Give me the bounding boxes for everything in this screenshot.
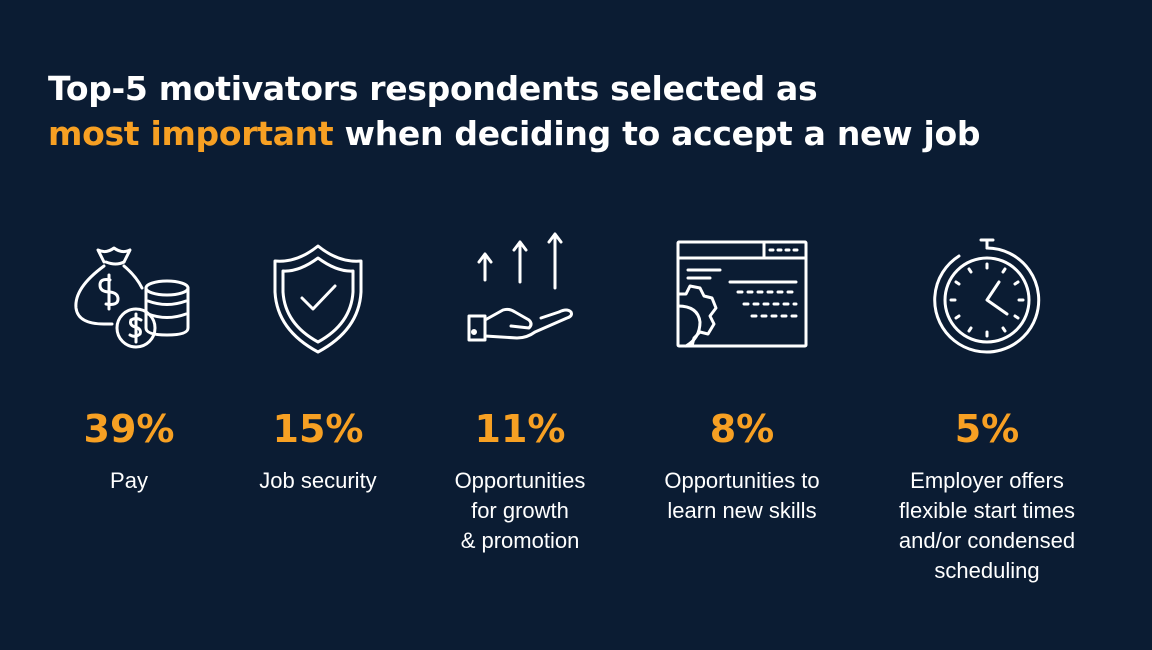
motivator-growth-promotion: 11% Opportunities for growth & promotion — [405, 405, 635, 556]
label-line: learn new skills — [667, 498, 817, 523]
label-line: Opportunities to — [664, 468, 820, 493]
label-line: for growth — [471, 498, 569, 523]
hand-arrows-up-icon — [455, 232, 585, 362]
shield-check-icon — [253, 232, 383, 362]
page-title: Top-5 motivators respondents selected as… — [48, 66, 981, 156]
percent-value: 5% — [954, 407, 1020, 451]
percent-value: 8% — [709, 407, 775, 451]
label-line: and/or condensed — [898, 528, 1076, 553]
label-line: & promotion — [460, 528, 580, 553]
money-bag-coins-icon — [64, 232, 194, 362]
motivator-label: Opportunities for growth & promotion — [405, 466, 635, 556]
motivator-label: Employer offers flexible start times and… — [872, 466, 1102, 586]
browser-gear-icon — [672, 232, 802, 362]
title-line-1: Top-5 motivators respondents selected as — [48, 69, 818, 108]
label-line: Job security — [259, 468, 377, 493]
motivator-label: Job security — [203, 466, 433, 496]
percent-value: 15% — [272, 407, 364, 451]
motivator-job-security: 15% Job security — [203, 405, 433, 496]
stopwatch-icon — [929, 232, 1059, 362]
title-line-2: when deciding to accept a new job — [333, 114, 981, 153]
motivator-label: Opportunities to learn new skills — [627, 466, 857, 526]
percent-value: 11% — [474, 407, 566, 451]
label-line: scheduling — [934, 558, 1040, 583]
label-line: Opportunities — [454, 468, 586, 493]
motivator-flexible-scheduling: 5% Employer offers flexible start times … — [872, 405, 1102, 586]
motivator-learn-skills: 8% Opportunities to learn new skills — [627, 405, 857, 526]
label-line: Employer offers — [910, 468, 1064, 493]
percent-value: 39% — [83, 407, 175, 451]
motivator-label: Pay — [14, 466, 244, 496]
motivator-pay: 39% Pay — [14, 405, 244, 496]
label-line: Pay — [110, 468, 148, 493]
title-highlight: most important — [48, 114, 334, 153]
label-line: flexible start times — [898, 498, 1076, 523]
